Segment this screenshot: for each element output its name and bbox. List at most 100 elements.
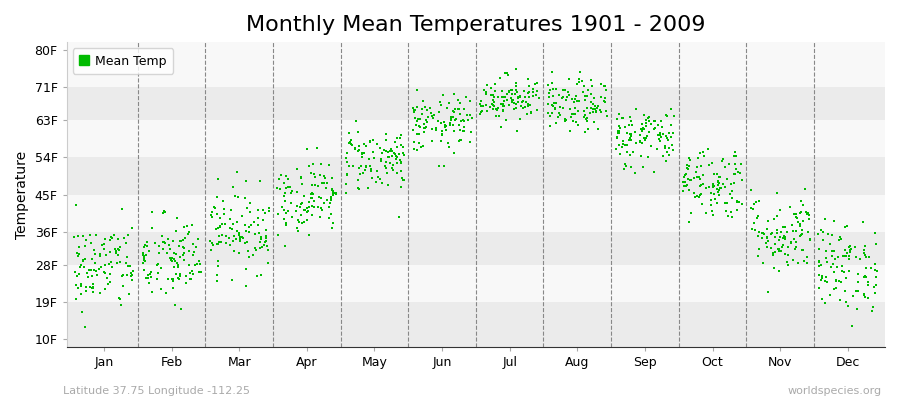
- Point: [388, 138, 402, 145]
- Point: [342, 140, 356, 146]
- Point: [254, 272, 268, 278]
- Point: [229, 236, 243, 242]
- Point: [180, 222, 194, 229]
- Point: [509, 89, 524, 96]
- Point: [176, 244, 191, 250]
- Point: [407, 106, 421, 113]
- Point: [242, 253, 256, 260]
- Point: [407, 145, 421, 152]
- Point: [231, 250, 246, 256]
- Point: [635, 121, 650, 127]
- Point: [432, 109, 446, 115]
- Point: [177, 224, 192, 230]
- Point: [494, 88, 508, 94]
- Point: [351, 165, 365, 171]
- Point: [356, 141, 371, 147]
- Point: [279, 209, 293, 216]
- Point: [271, 211, 285, 218]
- Point: [137, 257, 151, 263]
- Point: [845, 322, 859, 329]
- Point: [558, 118, 572, 124]
- Point: [814, 262, 828, 268]
- Point: [140, 243, 154, 250]
- Point: [666, 147, 680, 153]
- Point: [290, 189, 304, 195]
- Point: [217, 211, 231, 217]
- Point: [508, 91, 523, 98]
- Point: [356, 151, 370, 157]
- Point: [639, 120, 653, 126]
- Point: [415, 106, 429, 112]
- Point: [744, 226, 759, 233]
- Point: [725, 214, 740, 220]
- Point: [182, 228, 196, 235]
- Point: [590, 126, 605, 132]
- Point: [216, 198, 230, 204]
- Point: [419, 118, 434, 125]
- Point: [577, 108, 591, 114]
- Point: [779, 259, 794, 265]
- Point: [372, 174, 386, 180]
- Point: [154, 264, 168, 271]
- Point: [757, 230, 771, 237]
- Point: [733, 199, 747, 206]
- Point: [647, 118, 662, 124]
- Point: [820, 259, 834, 265]
- Point: [662, 145, 676, 152]
- Point: [74, 283, 88, 290]
- Point: [650, 146, 664, 152]
- Point: [720, 200, 734, 206]
- Point: [85, 267, 99, 274]
- Point: [501, 88, 516, 94]
- Point: [94, 264, 109, 270]
- Point: [212, 233, 227, 239]
- Point: [223, 207, 238, 213]
- Point: [104, 264, 119, 271]
- Bar: [67, 302, 885, 339]
- Point: [581, 87, 596, 93]
- Point: [248, 218, 262, 225]
- Point: [207, 204, 221, 210]
- Point: [637, 137, 652, 143]
- Point: [518, 104, 533, 110]
- Point: [293, 212, 308, 218]
- Point: [180, 231, 194, 238]
- Point: [756, 260, 770, 266]
- Bar: [67, 339, 885, 347]
- Point: [123, 273, 138, 280]
- Point: [421, 114, 436, 120]
- Point: [508, 83, 523, 89]
- Point: [698, 210, 713, 216]
- Point: [317, 173, 331, 180]
- Point: [492, 113, 507, 120]
- Point: [547, 104, 562, 111]
- Point: [839, 299, 853, 305]
- Point: [444, 116, 458, 122]
- Point: [223, 224, 238, 231]
- Point: [124, 225, 139, 231]
- Point: [166, 278, 181, 284]
- Point: [796, 247, 810, 254]
- Point: [209, 226, 223, 232]
- Point: [774, 229, 788, 236]
- Point: [190, 261, 204, 267]
- Point: [318, 180, 332, 187]
- Point: [178, 235, 193, 242]
- Point: [542, 94, 556, 100]
- Point: [366, 136, 381, 143]
- Point: [290, 225, 304, 231]
- Point: [173, 238, 187, 244]
- Point: [793, 209, 807, 216]
- Point: [842, 255, 856, 262]
- Point: [137, 266, 151, 273]
- Point: [384, 146, 399, 152]
- Point: [624, 137, 638, 143]
- Point: [755, 230, 770, 236]
- Point: [277, 193, 292, 200]
- Point: [394, 159, 409, 166]
- Point: [486, 97, 500, 104]
- Point: [96, 269, 111, 275]
- Point: [521, 100, 535, 107]
- Point: [623, 130, 637, 137]
- Point: [343, 139, 357, 146]
